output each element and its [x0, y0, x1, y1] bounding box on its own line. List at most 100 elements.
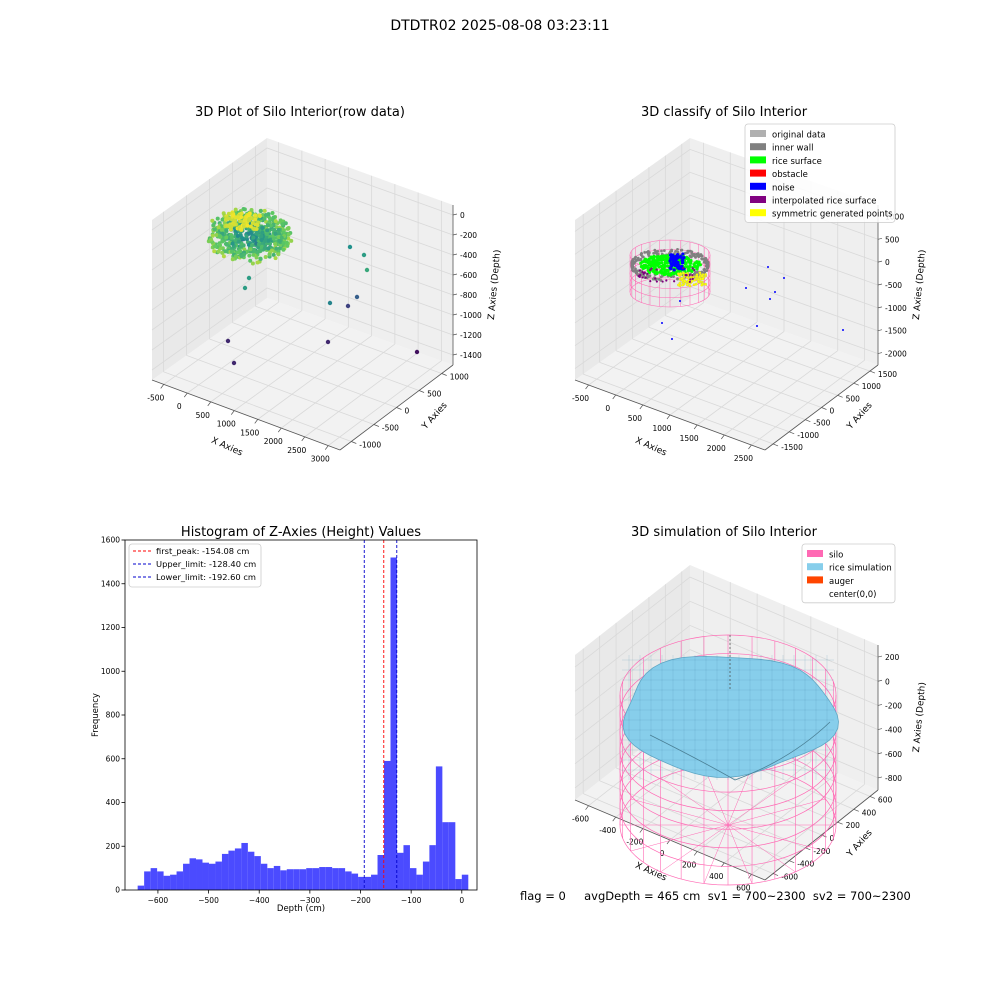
cls-symmetric-point: [701, 277, 705, 281]
cls-rice-surface-point: [651, 263, 655, 268]
raw-point: [233, 254, 238, 259]
cls-inner-wall-point: [696, 270, 699, 274]
sim-x-tick: [585, 805, 589, 810]
cls-y-tick: [821, 407, 827, 410]
sim-rice-surface-fill: [622, 656, 839, 778]
raw-point: [273, 231, 278, 236]
sim-silo-floor-spoke: [660, 824, 729, 873]
hist-bar: [448, 822, 456, 890]
raw-zgrid: [151, 147, 454, 231]
raw-outlier-point: [231, 360, 237, 366]
cls-symmetric-point: [693, 278, 697, 282]
hist-x-tick-label: −600: [148, 896, 169, 905]
cls-inner-wall-point: [630, 266, 634, 270]
raw-point: [263, 254, 268, 259]
hist-y-tick-label: 1600: [101, 536, 120, 545]
cls-rice-surface-point: [663, 269, 667, 273]
cls-rice-surface-point: [698, 263, 702, 267]
cls-noise-point: [679, 300, 681, 302]
cls-noise-point: [756, 325, 758, 327]
sim-x-tick-label: 400: [709, 872, 724, 881]
cls-interpolated-point: [684, 273, 687, 277]
cls-inner-wall-point: [632, 260, 635, 264]
hist-bar: [396, 852, 404, 890]
cls-inner-wall-point: [639, 257, 643, 261]
sim-z-label: Z Axies (Depth): [912, 682, 928, 753]
cls-symmetric-point: [704, 282, 707, 286]
raw-point: [228, 227, 233, 232]
cls-inner-wall-point: [647, 254, 651, 258]
raw-y-tick: [351, 441, 357, 444]
raw-point: [238, 219, 243, 224]
raw-point: [211, 223, 216, 228]
raw-z-tick: [452, 233, 458, 236]
raw-y-tick: [396, 407, 402, 410]
cls-rice-surface-point: [684, 256, 689, 260]
sim-surface-shading: [649, 721, 831, 781]
raw-z-tick-label: -1200: [460, 331, 482, 340]
cls-legend-label: rice surface: [772, 157, 822, 167]
cls-symmetric-point: [698, 271, 702, 275]
hist-bar: [403, 845, 410, 890]
cls-inner-wall-point: [703, 259, 707, 263]
cls-noise-point: [674, 258, 678, 262]
cls-rice-surface-point: [660, 267, 664, 271]
cls-rice-surface-point: [652, 257, 656, 261]
cls-symmetric-point: [680, 276, 684, 280]
hist-bar: [312, 868, 320, 890]
raw-point: [262, 208, 267, 213]
raw-y-tick-label: 500: [427, 390, 442, 399]
sim-z-tick-label: -800: [885, 774, 902, 783]
hist-bar: [371, 874, 378, 890]
cls-rice-surface-point: [652, 260, 656, 264]
sim-y-tick-label: 400: [862, 808, 877, 817]
cls-inner-wall-point: [654, 250, 658, 254]
raw-point: [231, 213, 236, 218]
cls-rice-surface-point: [654, 261, 658, 265]
cls-interpolated-point: [655, 268, 658, 271]
raw-point: [258, 257, 263, 262]
raw-outlier-point: [347, 244, 353, 250]
cls-interpolated-point: [649, 280, 652, 283]
raw-point: [256, 249, 261, 254]
raw-point: [264, 231, 269, 236]
hist-frame: [124, 539, 478, 891]
raw-point: [221, 254, 226, 259]
cls-z-tick: [877, 260, 883, 263]
raw-point: [276, 252, 281, 257]
raw-y-tick: [441, 373, 447, 376]
sim-x-tick: [639, 828, 644, 833]
cls-x-tick-label: 1000: [652, 424, 671, 433]
raw-point: [229, 235, 234, 240]
cls-rice-surface-point: [684, 261, 688, 266]
cls-symmetric-point: [681, 283, 685, 287]
cls-legend-label: interpolated rice surface: [772, 197, 877, 207]
cls-z-tick-label: 500: [885, 235, 900, 244]
cls-y-tick: [789, 431, 795, 435]
hist-x-tick-label: −300: [300, 896, 321, 905]
cls-interpolated-point: [641, 276, 644, 279]
sim-ygrid: [583, 793, 774, 874]
raw-x-tick-label: 3000: [311, 455, 330, 464]
cls-y-tick-label: -1500: [781, 443, 803, 452]
cls-rice-surface-point: [653, 271, 657, 275]
sim-zgrid: [574, 600, 879, 692]
cls-inner-wall-point: [659, 275, 663, 279]
raw-point: [226, 211, 231, 216]
cls-inner-wall-point: [641, 255, 645, 259]
raw-point: [262, 246, 267, 251]
cls-rice-surface-point: [643, 258, 647, 262]
cls-symmetric-point: [700, 274, 704, 278]
raw-z-tick: [452, 293, 458, 296]
sim-legend: [801, 543, 896, 604]
hist-bar: [442, 822, 449, 890]
sim-z-tick: [877, 679, 883, 682]
cls-legend-swatch: [750, 130, 766, 137]
cls-x-label: X Axies: [634, 436, 669, 459]
raw-point: [256, 242, 261, 247]
raw-point: [225, 223, 230, 228]
hist-bar: [144, 871, 151, 890]
cls-interpolated-point: [661, 280, 664, 283]
sim-z-tick: [877, 728, 883, 730]
hist-bar: [254, 856, 261, 890]
